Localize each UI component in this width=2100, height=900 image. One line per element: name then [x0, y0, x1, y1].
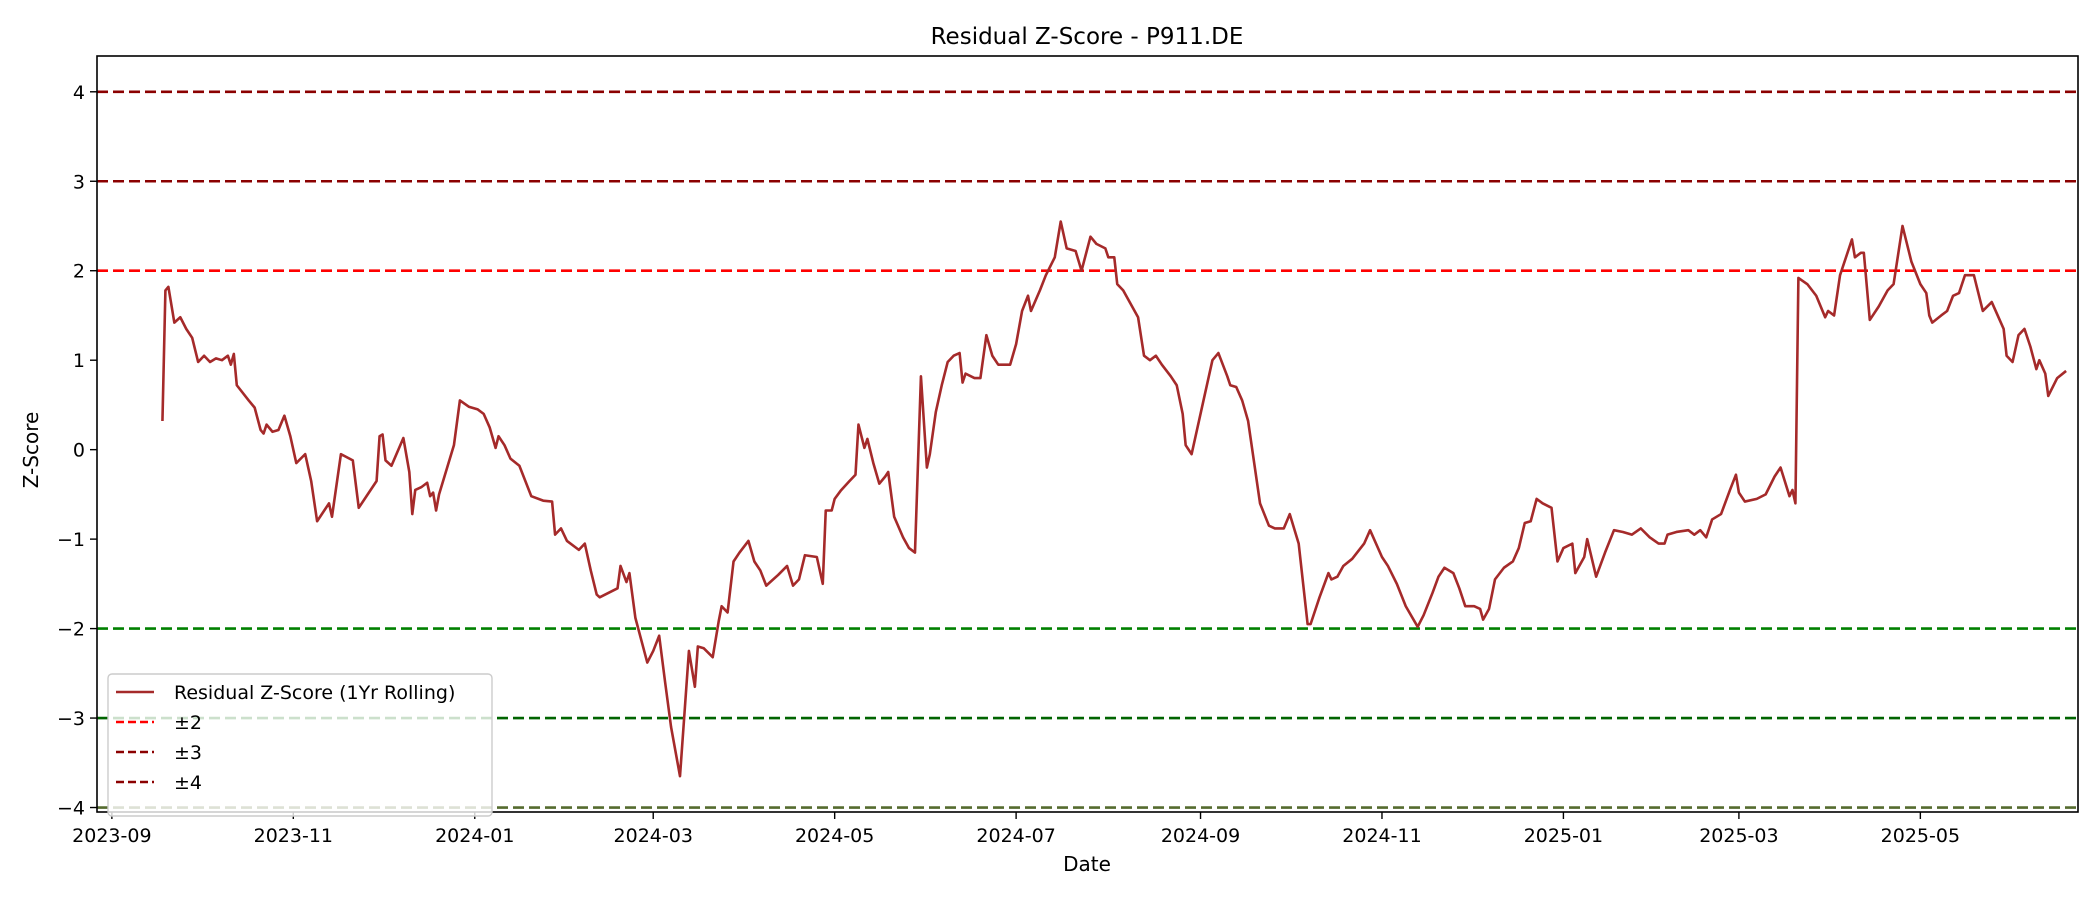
y-tick-label: −4 — [57, 798, 85, 820]
y-tick-label: 0 — [73, 440, 85, 462]
x-tick-label: 2025-03 — [1699, 825, 1778, 847]
legend-box — [107, 673, 493, 817]
legend-label: ±4 — [174, 772, 202, 794]
x-tick-label: 2024-07 — [976, 825, 1055, 847]
x-tick-label: 2024-11 — [1342, 825, 1421, 847]
chart-title: Residual Z-Score - P911.DE — [931, 24, 1244, 50]
y-tick-label: 3 — [73, 171, 85, 193]
y-tick-label: 2 — [73, 261, 85, 283]
y-axis-label: Z-Score — [19, 412, 43, 489]
y-axis: 4 3 2 1 0 −1 −2 −3 −4 — [57, 82, 97, 820]
x-tick-label: 2025-01 — [1524, 825, 1603, 847]
x-tick-label: 2024-03 — [614, 825, 693, 847]
x-tick-label: 2024-09 — [1161, 825, 1240, 847]
x-axis: 2023-09 2023-11 2024-01 2024-03 2024-05 2024-… — [72, 812, 1960, 847]
x-tick-label: 2024-05 — [795, 825, 874, 847]
legend-label: ±3 — [174, 742, 202, 764]
legend: Residual Z-Score (1Yr Rolling) ±2 ±3 ±4 — [107, 673, 493, 817]
legend-label: Residual Z-Score (1Yr Rolling) — [174, 682, 455, 704]
series-line-residual-zscore — [161, 220, 2067, 778]
y-tick-label: −3 — [57, 708, 85, 730]
legend-label: ±2 — [174, 712, 202, 734]
y-tick-label: 1 — [73, 350, 85, 372]
y-tick-label: −2 — [57, 619, 85, 641]
x-tick-label: 2023-09 — [72, 825, 151, 847]
y-tick-label: 4 — [73, 82, 85, 104]
x-tick-label: 2023-11 — [254, 825, 333, 847]
x-tick-label: 2024-01 — [435, 825, 514, 847]
x-tick-label: 2025-05 — [1881, 825, 1960, 847]
y-tick-label: −1 — [57, 529, 85, 551]
x-axis-label: Date — [1063, 852, 1111, 876]
plot-frame — [96, 55, 2079, 813]
